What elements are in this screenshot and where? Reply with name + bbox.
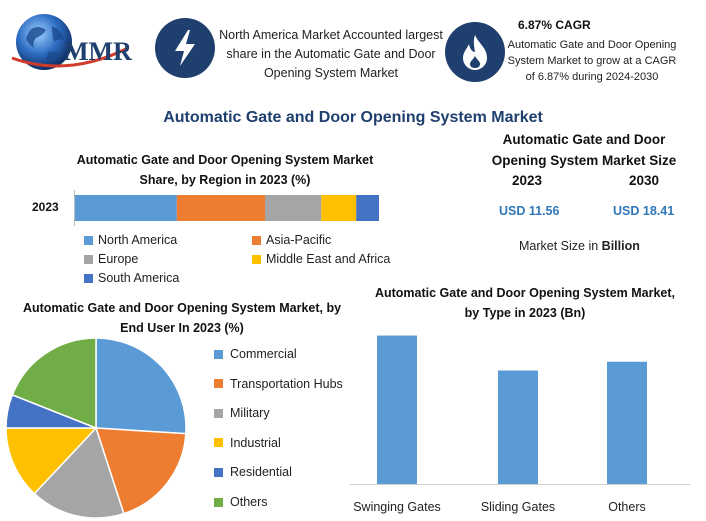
end-user-legend-industrial: Industrial (214, 436, 281, 450)
market-size-year-2030: 2030 (629, 173, 660, 188)
legend-swatch (84, 254, 93, 264)
market-size-unit-prefix: Market Size in (519, 239, 602, 253)
legend-label: North America (98, 233, 178, 247)
region-legend-north-america: North America (84, 233, 177, 247)
pie-slice-transportation-hubs (94, 427, 187, 515)
region-bar-category-label: 2023 (32, 200, 59, 214)
flame-icon (445, 22, 505, 82)
region-segment-europe (265, 195, 322, 221)
legend-swatch (214, 408, 223, 418)
region-legend-middle-east-and-africa: Middle East and Africa (252, 252, 390, 266)
legend-label: Industrial (230, 435, 281, 450)
region-axis-line (74, 190, 75, 226)
legend-label: Asia-Pacific (266, 233, 332, 247)
market-size-unit: Market Size in Billion (519, 239, 640, 253)
end-user-legend-residential: Residential (214, 465, 292, 479)
region-segment-middle-east-and-africa (321, 195, 357, 221)
region-stacked-bar (75, 195, 379, 221)
region-legend-europe: Europe (84, 252, 138, 266)
type-bar-sliding-gates (498, 370, 538, 484)
market-size-unit-bold: Billion (601, 239, 640, 253)
legend-label: Europe (98, 252, 139, 266)
pie-slice-commercial (95, 337, 187, 435)
type-bar-swinging-gates (377, 335, 417, 484)
region-chart-title: Automatic Gate and Door Opening System M… (76, 153, 374, 187)
main-title: Automatic Gate and Door Opening System M… (163, 109, 543, 126)
type-x-label-sliding-gates: Sliding Gates (481, 500, 555, 514)
region-segment-north-america (75, 195, 177, 221)
header-north-america-text: North America Market Accounted largest s… (219, 28, 443, 80)
legend-label: Transportation Hubs (230, 376, 343, 391)
end-user-legend-military: Military (214, 406, 270, 420)
type-bar-chart: Swinging Gates Sliding Gates Others (350, 335, 690, 514)
legend-swatch (214, 349, 223, 359)
pie-slice-industrial (5, 427, 98, 495)
region-segment-asia-pacific (176, 195, 265, 221)
market-size-value-2030: USD 18.41 (613, 204, 675, 218)
end-user-pie-chart (5, 337, 187, 519)
legend-label: Military (230, 406, 270, 421)
cagr-title: 6.87% CAGR (518, 18, 591, 32)
legend-swatch (214, 379, 223, 389)
market-size-value-2023: USD 11.56 (499, 204, 560, 218)
legend-swatch (214, 497, 223, 507)
region-legend-south-america: South America (84, 271, 179, 285)
legend-swatch (84, 273, 93, 283)
end-user-chart-title: Automatic Gate and Door Opening System M… (22, 301, 342, 335)
end-user-legend-commercial: Commercial (214, 347, 297, 361)
market-size-title: Automatic Gate and Door Opening System M… (491, 132, 677, 168)
cagr-description: Automatic Gate and Door Opening System M… (507, 39, 677, 83)
legend-label: Commercial (230, 347, 297, 361)
legend-swatch (252, 254, 261, 264)
legend-label: South America (98, 271, 180, 285)
legend-swatch (84, 235, 93, 245)
type-chart-title: Automatic Gate and Door Opening System M… (374, 286, 676, 320)
region-segment-south-america (356, 195, 379, 221)
end-user-legend-transportation-hubs: Transportation Hubs (214, 377, 343, 391)
market-size-year-2023: 2023 (512, 173, 543, 188)
type-bar-others (607, 361, 647, 484)
logo-text: MMR (64, 37, 132, 66)
type-x-label-swinging-gates: Swinging Gates (353, 500, 441, 514)
legend-swatch (252, 235, 261, 245)
pie-slice-others (11, 337, 97, 430)
type-x-label-others: Others (608, 500, 646, 514)
legend-swatch (214, 438, 223, 448)
end-user-legend-others: Others (214, 495, 268, 509)
legend-swatch (214, 467, 223, 477)
legend-label: Others (230, 495, 268, 509)
mmr-logo: MMR (8, 8, 168, 78)
legend-label: Residential (230, 465, 292, 480)
region-legend-asia-pacific: Asia-Pacific (252, 233, 331, 247)
lightning-bolt-icon (155, 18, 215, 78)
legend-label: Middle East and Africa (266, 252, 391, 266)
pie-slice-military (33, 426, 125, 519)
